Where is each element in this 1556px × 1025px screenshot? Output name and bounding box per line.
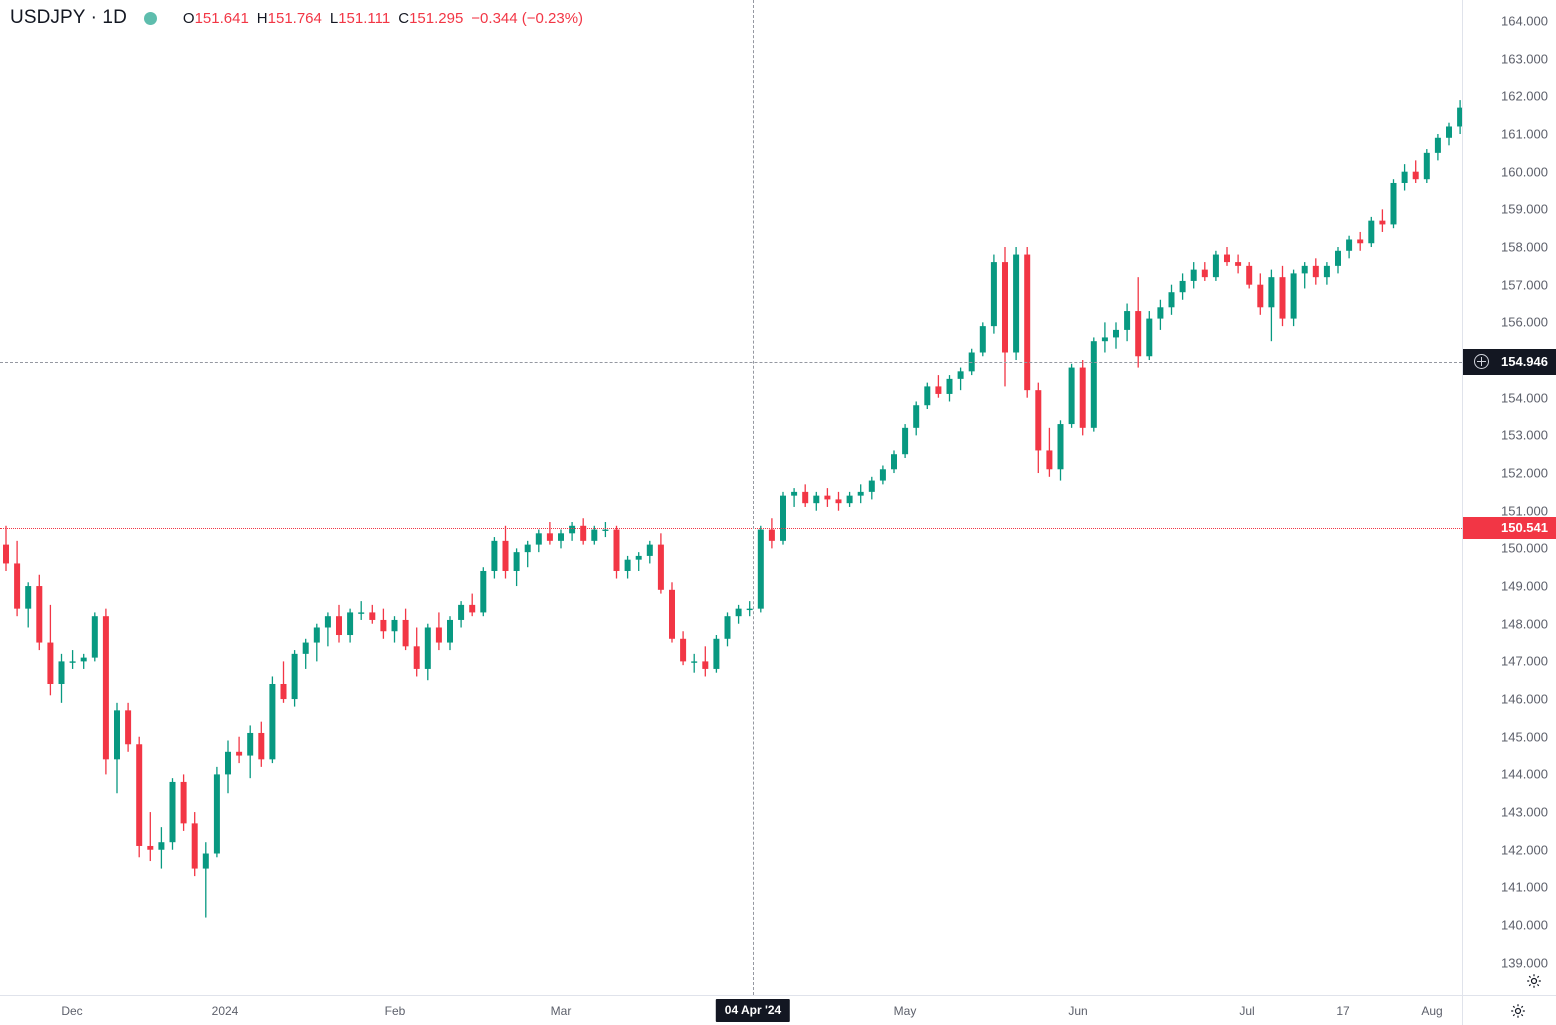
price-tick: 151.000 (1501, 503, 1548, 519)
time-tick: May (893, 1004, 917, 1018)
time-axis[interactable]: Dec 2024 Feb Mar 04 Apr '24 May Jun Jul 17 Aug (0, 995, 1556, 1025)
change-value: −0.344 (−0.23%) (471, 9, 584, 27)
time-tick: Feb (384, 1004, 406, 1018)
price-tick: 139.000 (1501, 955, 1548, 971)
price-tick: 142.000 (1501, 842, 1548, 858)
time-scale-settings-gear-icon[interactable] (1510, 1003, 1526, 1019)
ohlc-values: O151.641 H151.764 L151.111 C151.295 −0.344 (… (183, 10, 583, 27)
price-tick: 149.000 (1501, 578, 1548, 594)
price-tick: 144.000 (1501, 766, 1548, 782)
price-tick: 140.000 (1501, 917, 1548, 933)
price-tick: 156.000 (1501, 314, 1548, 330)
close-label: C (398, 9, 410, 27)
time-tick: 2024 (211, 1004, 239, 1018)
crosshair-price-value: 154.946 (1501, 354, 1548, 370)
price-tick: 159.000 (1501, 201, 1548, 217)
time-tick: Jul (1239, 1004, 1255, 1018)
crosshair-vertical-line (753, 0, 754, 995)
high-value: 151.764 (267, 9, 322, 27)
price-tick: 146.000 (1501, 691, 1548, 707)
axis-corner (1462, 995, 1556, 1025)
time-tick: Jun (1068, 1004, 1088, 1018)
symbol-title[interactable]: USDJPY · 1D (10, 7, 127, 28)
time-tick: Aug (1421, 1004, 1443, 1018)
price-tick: 158.000 (1501, 239, 1548, 255)
open-label: O (182, 9, 195, 27)
market-status-dot (143, 11, 157, 25)
price-tick: 160.000 (1501, 164, 1548, 180)
price-tick: 163.000 (1501, 51, 1548, 67)
price-tick: 145.000 (1501, 729, 1548, 745)
high-label: H (256, 9, 268, 27)
price-tick: 157.000 (1501, 277, 1548, 293)
price-tick: 162.000 (1501, 88, 1548, 104)
crosshair-price-tag: 154.946 (1463, 349, 1556, 376)
close-value: 151.295 (409, 9, 464, 27)
price-axis[interactable]: 164.000 163.000 162.000 161.000 160.000 159.0… (1462, 0, 1556, 995)
crosshair-plus-icon[interactable] (1474, 354, 1489, 370)
chart-plot-area[interactable] (0, 0, 1462, 995)
open-value: 151.641 (194, 9, 249, 27)
price-tick: 141.000 (1501, 879, 1548, 895)
price-tick: 148.000 (1501, 616, 1548, 632)
price-tick: 153.000 (1501, 427, 1548, 443)
price-tick: 150.000 (1501, 540, 1548, 556)
low-value: 151.111 (338, 9, 391, 27)
time-tick: 17 (1336, 1004, 1350, 1018)
price-tick: 154.000 (1501, 390, 1548, 406)
price-scale-settings-gear-icon[interactable] (1526, 973, 1542, 989)
low-label: L (329, 9, 339, 27)
price-tick: 161.000 (1501, 126, 1548, 142)
candlestick-series (3, 100, 1462, 918)
chart-legend: USDJPY · 1D O151.641 H151.764 L151.111 C151… (10, 7, 583, 29)
time-tick: Dec (61, 1004, 83, 1018)
last-price-line (0, 528, 1462, 529)
price-tick: 147.000 (1501, 653, 1548, 669)
price-tick: 152.000 (1501, 465, 1548, 481)
crosshair-horizontal-line (0, 362, 1462, 364)
time-tick: 04 Apr '24 (715, 999, 791, 1022)
price-tick: 164.000 (1501, 13, 1548, 29)
time-tick: Mar (550, 1004, 572, 1018)
last-price-tag: 150.541 (1463, 517, 1556, 539)
price-tick: 143.000 (1501, 804, 1548, 820)
